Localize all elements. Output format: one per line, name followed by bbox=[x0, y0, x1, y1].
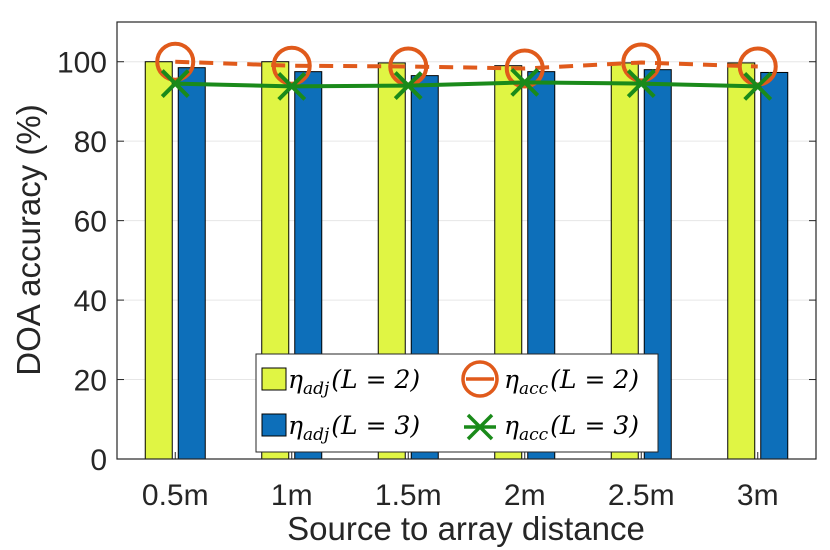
y-tick-label: 100 bbox=[57, 47, 107, 80]
marker-x bbox=[160, 69, 190, 98]
legend-sub: acc bbox=[519, 379, 549, 399]
svg-text:ηacc(L = 2): ηacc(L = 2) bbox=[504, 365, 639, 399]
x-tick-label: 2m bbox=[504, 479, 546, 512]
legend-cond: (L = 2) bbox=[550, 365, 639, 394]
bar-adj-l2 bbox=[727, 62, 756, 460]
line-acc-l3 bbox=[175, 80, 758, 89]
marker-x bbox=[510, 67, 540, 97]
marker-circle bbox=[504, 48, 545, 89]
bar-adj-l3 bbox=[177, 67, 206, 460]
x-axis-label: Source to array distance bbox=[287, 510, 645, 547]
legend-entry-adj-l2: ηadj(L = 2) bbox=[261, 365, 420, 399]
marker-x bbox=[626, 69, 656, 98]
legend-greek: η bbox=[504, 411, 519, 440]
legend-cond: (L = 3) bbox=[550, 411, 639, 440]
y-tick-label: 40 bbox=[74, 285, 107, 318]
marker-x bbox=[743, 71, 773, 101]
legend-swatch-adj-l3 bbox=[261, 413, 287, 437]
x-tick-label: 2.5m bbox=[608, 479, 675, 512]
legend-entry-acc-l3: ηacc(L = 3) bbox=[464, 411, 639, 445]
legend: ηadj(L = 2) ηadj(L = 3) ηacc(L = 2) ηacc… bbox=[255, 353, 659, 453]
legend-entry-adj-l3: ηadj(L = 3) bbox=[261, 411, 420, 445]
x-tick-label: 0.5m bbox=[142, 479, 209, 512]
legend-cond: (L = 2) bbox=[331, 365, 420, 394]
bar-adj-l2 bbox=[144, 61, 173, 460]
legend-greek: η bbox=[288, 411, 303, 440]
marker-circle bbox=[621, 42, 662, 83]
legend-sub: acc bbox=[519, 425, 549, 445]
marker-x bbox=[393, 71, 423, 100]
y-tick-label: 20 bbox=[74, 365, 107, 398]
y-axis-label: DOA accuracy (%) bbox=[10, 104, 47, 375]
svg-text:ηadj(L = 3): ηadj(L = 3) bbox=[288, 411, 420, 445]
legend-sub: adj bbox=[303, 379, 330, 399]
y-tick-label: 60 bbox=[74, 206, 107, 239]
legend-entry-acc-l2: ηacc(L = 2) bbox=[461, 360, 639, 399]
legend-marker-circle bbox=[461, 360, 499, 398]
x-tick-label: 3m bbox=[737, 479, 779, 512]
legend-box bbox=[255, 353, 659, 453]
svg-text:ηadj(L = 2): ηadj(L = 2) bbox=[288, 365, 420, 399]
legend-greek: η bbox=[504, 365, 519, 394]
x-tick-label: 1.5m bbox=[375, 479, 442, 512]
legend-sub: adj bbox=[303, 425, 330, 445]
svg-text:ηacc(L = 3): ηacc(L = 3) bbox=[504, 411, 639, 445]
legend-swatch-adj-l2 bbox=[261, 367, 287, 391]
plot-frame bbox=[116, 21, 817, 460]
marker-x bbox=[277, 71, 307, 101]
bar-adj-l3 bbox=[760, 71, 789, 460]
x-tick-label: 1m bbox=[271, 479, 313, 512]
y-tick-label: 0 bbox=[90, 444, 107, 477]
legend-marker-x bbox=[466, 413, 494, 441]
axis-ticks: 0 20 40 60 80 100 0.5m 1m 1.5m 2m 2.5m 3m bbox=[57, 47, 816, 512]
marker-circle bbox=[155, 41, 196, 82]
series-lines bbox=[155, 41, 778, 101]
legend-cond: (L = 3) bbox=[331, 411, 420, 440]
legend-greek: η bbox=[288, 365, 303, 394]
y-tick-label: 80 bbox=[74, 126, 107, 159]
